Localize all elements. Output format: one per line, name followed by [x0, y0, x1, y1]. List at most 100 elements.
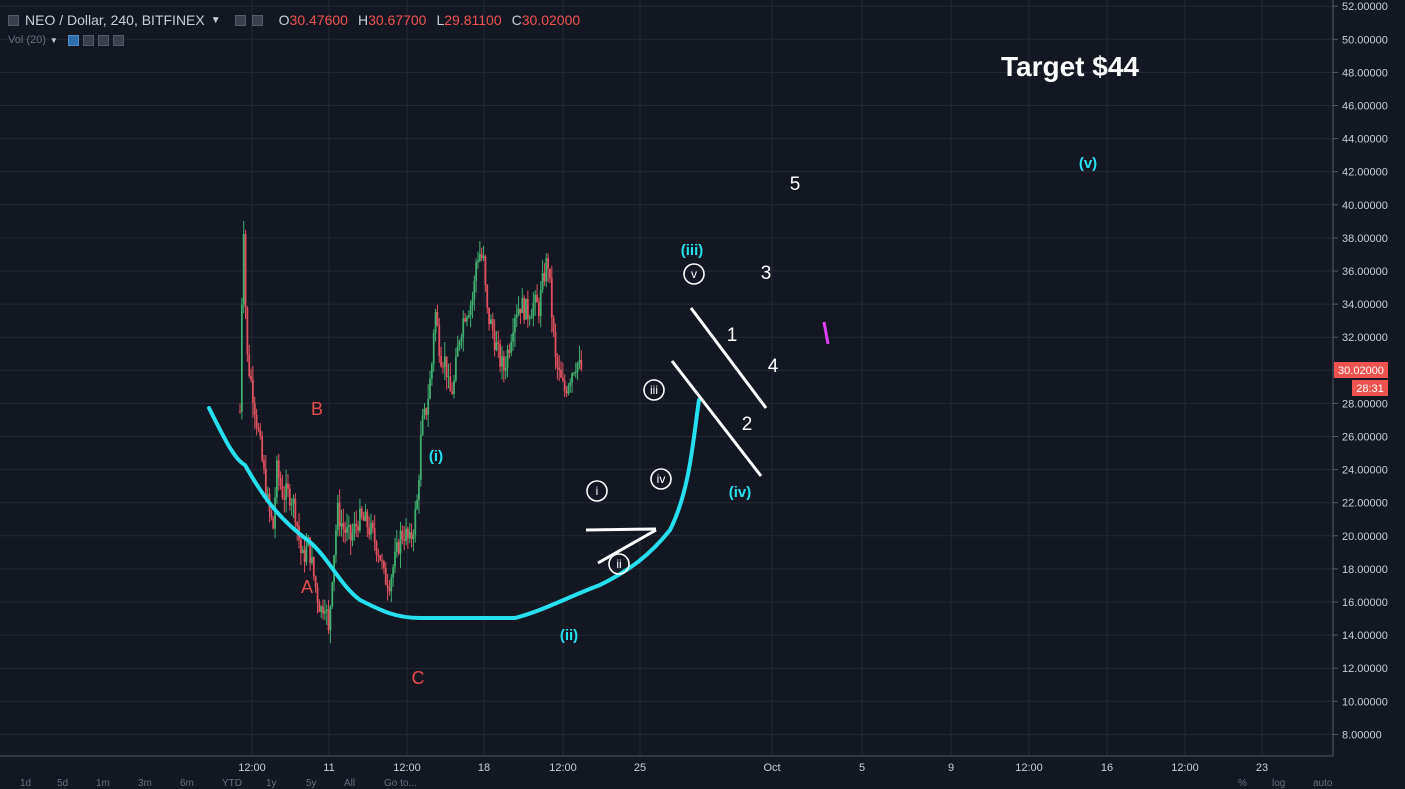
- candle-body: [323, 611, 326, 614]
- y-tick-label: 50.00000: [1342, 34, 1388, 46]
- candle-body: [458, 341, 461, 347]
- range-6m[interactable]: 6m: [180, 778, 194, 789]
- candle-body: [305, 545, 308, 563]
- close-icon[interactable]: [112, 34, 124, 46]
- range-1m[interactable]: 1m: [96, 778, 110, 789]
- candle-body: [292, 498, 295, 504]
- candle-body: [558, 367, 561, 371]
- candle-body: [517, 308, 520, 316]
- range-1d[interactable]: 1d: [20, 778, 32, 789]
- candle-body: [412, 534, 415, 540]
- countdown-tag-bg: [1352, 380, 1388, 396]
- candle-body: [318, 601, 321, 613]
- channel-upper-line[interactable]: [689, 307, 768, 409]
- candle-body: [512, 332, 514, 342]
- candle-body: [287, 483, 289, 489]
- candle-body: [239, 411, 241, 413]
- candle-body: [259, 429, 262, 437]
- candle-body: [410, 531, 413, 540]
- price-axis[interactable]: 52.00000 50.00000 48.00000 46.00000 44.00000…: [1332, 0, 1388, 756]
- percent-toggle[interactable]: %: [1238, 778, 1247, 789]
- range-5d[interactable]: 5d: [57, 778, 69, 789]
- candle-body: [246, 307, 249, 355]
- x-tick-label: Oct: [763, 762, 780, 774]
- candle-body: [567, 385, 570, 394]
- target-annotation: Target $44: [1001, 51, 1139, 82]
- candle-body: [401, 530, 404, 540]
- current-price-tag-value: 30.02000: [1338, 365, 1384, 377]
- time-axis[interactable]: 12:00 11 12:00 18 12:00 25 Oct 5 9 12:00 16 12:00 23: [0, 755, 1333, 774]
- volume-label[interactable]: Vol (20): [8, 34, 46, 46]
- wave-label: B: [311, 399, 323, 419]
- candle-body: [510, 341, 513, 353]
- candle-body: [440, 356, 443, 367]
- candle-body: [403, 539, 406, 541]
- candle-body: [515, 315, 518, 318]
- candle-body: [541, 273, 544, 290]
- candle-body: [299, 539, 302, 554]
- x-tick-label: 23: [1256, 762, 1268, 774]
- collapse-icon[interactable]: [8, 14, 19, 26]
- symbol-title[interactable]: NEO / Dollar, 240, BITFINEX: [25, 12, 205, 28]
- candle-body: [406, 528, 409, 539]
- bottom-toolbar: 1d 5d 1m 3m 6m YTD 1y 5y All Go to... % …: [0, 776, 1405, 789]
- chevron-down-icon[interactable]: ▼: [210, 14, 221, 26]
- goto-button[interactable]: Go to...: [384, 778, 417, 789]
- candle-body: [264, 468, 267, 499]
- auto-toggle[interactable]: auto: [1313, 778, 1333, 789]
- candle-body: [545, 258, 548, 282]
- candle-body: [578, 359, 581, 363]
- wave-label: i: [596, 484, 599, 498]
- trendline-i-ii-lower[interactable]: [597, 528, 657, 565]
- eye-icon[interactable]: [234, 14, 246, 26]
- candle-body: [491, 319, 494, 331]
- drawing-layer[interactable]: [207, 307, 830, 620]
- add-icon[interactable]: [97, 34, 109, 46]
- close-value: 30.02000: [521, 12, 581, 28]
- candle-body: [482, 256, 485, 258]
- candle-body: [274, 497, 276, 529]
- countdown-tag-value: 28:31: [1356, 383, 1384, 395]
- candle-body: [475, 262, 478, 281]
- low-label: L: [436, 12, 445, 28]
- candle-body: [419, 434, 422, 480]
- candle-body: [442, 366, 444, 368]
- wave-label: (v): [1079, 155, 1097, 172]
- candle-body: [290, 503, 293, 506]
- candle-body: [349, 524, 352, 541]
- range-5y[interactable]: 5y: [306, 778, 317, 789]
- candle-body: [484, 256, 487, 286]
- range-1y[interactable]: 1y: [266, 778, 277, 789]
- x-tick-label: 9: [948, 762, 954, 774]
- x-tick-label: 12:00: [1015, 762, 1043, 774]
- open-label: O: [278, 12, 290, 28]
- candle-body: [497, 342, 500, 345]
- high-label: H: [357, 12, 369, 28]
- candle-body: [270, 511, 273, 518]
- candle-body: [390, 577, 393, 592]
- range-ytd[interactable]: YTD: [222, 778, 242, 789]
- candle-body: [490, 319, 492, 325]
- y-tick-label: 34.00000: [1342, 299, 1388, 311]
- settings-icon[interactable]: [251, 14, 263, 26]
- y-tick-label: 22.00000: [1342, 498, 1388, 510]
- eye-icon[interactable]: [67, 34, 79, 46]
- candle-body: [453, 380, 455, 395]
- candle-body: [528, 318, 531, 320]
- candle-body: [451, 391, 454, 395]
- candle-body: [327, 609, 330, 631]
- range-3m[interactable]: 3m: [138, 778, 152, 789]
- chevron-down-icon[interactable]: ▼: [49, 35, 58, 45]
- candle-body: [438, 325, 441, 357]
- log-toggle[interactable]: log: [1272, 778, 1286, 789]
- settings-icon[interactable]: [82, 34, 94, 46]
- range-all[interactable]: All: [344, 778, 356, 789]
- trendline-i-ii-upper[interactable]: [585, 527, 657, 532]
- high-value: 30.67700: [368, 12, 427, 28]
- y-tick-label: 12.00000: [1342, 663, 1388, 675]
- cyan-cup-curve[interactable]: [207, 398, 701, 620]
- magenta-marker[interactable]: [822, 321, 830, 345]
- candle-body: [561, 377, 564, 381]
- channel-lower-line[interactable]: [670, 360, 763, 477]
